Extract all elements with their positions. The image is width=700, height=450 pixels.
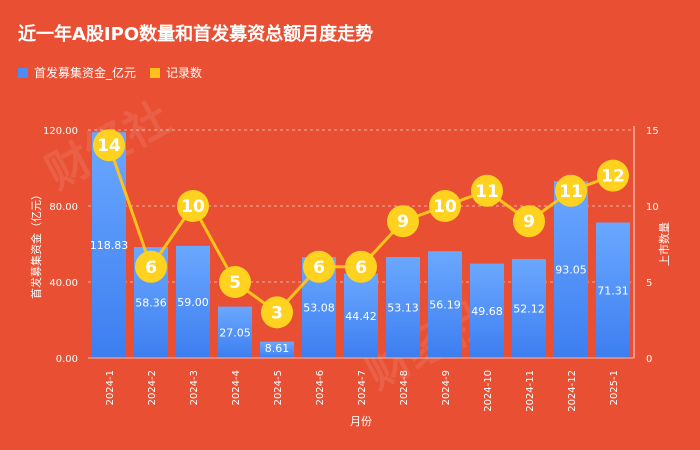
bar-value-label: 118.83: [90, 239, 129, 252]
x-tick-label: 2024-7: [357, 370, 368, 405]
x-tick-label: 2024-12: [567, 370, 578, 412]
y-tick-label: 0.00: [56, 354, 78, 365]
x-tick-label: 2024-9: [441, 370, 452, 405]
count-point-label: 9: [397, 212, 409, 232]
count-point-label: 5: [229, 273, 241, 293]
count-point-label: 6: [313, 258, 325, 278]
x-tick-label: 2024-3: [189, 370, 200, 405]
x-tick-label: 2024-2: [147, 370, 158, 405]
bar-value-label: 52.12: [513, 302, 545, 315]
bar-value-label: 53.13: [387, 302, 419, 315]
y2-tick-label: 5: [646, 278, 652, 289]
y-tick-label: 40.00: [49, 278, 78, 289]
x-tick-label: 2024-6: [315, 370, 326, 405]
bar-value-label: 58.36: [135, 297, 167, 310]
count-point-label: 9: [523, 212, 535, 232]
x-tick-label: 2025-1: [609, 370, 620, 405]
y-tick-label: 80.00: [49, 202, 78, 213]
bar-value-label: 27.05: [219, 326, 251, 339]
x-axis-title: 月份: [350, 415, 372, 428]
x-tick-label: 2024-1: [105, 370, 116, 405]
count-point-label: 11: [559, 182, 583, 202]
x-tick-label: 2024-4: [231, 370, 242, 405]
y2-tick-label: 10: [646, 202, 659, 213]
y-tick-label: 120.00: [43, 126, 78, 137]
bar-value-label: 59.00: [177, 296, 209, 309]
count-point-label: 10: [433, 197, 457, 217]
y2-tick-label: 0: [646, 354, 652, 365]
bar-value-label: 93.05: [555, 264, 587, 277]
y-axis-title: 首发募集资金（亿元）: [29, 189, 43, 299]
x-tick-label: 2024-10: [483, 370, 494, 412]
bar-value-label: 53.08: [303, 302, 335, 315]
count-point-label: 11: [475, 182, 499, 202]
count-point-label: 10: [181, 197, 205, 217]
bar-value-label: 71.31: [597, 284, 629, 297]
x-tick-label: 2024-11: [525, 370, 536, 412]
y2-tick-label: 15: [646, 126, 659, 137]
x-tick-label: 2024-5: [273, 370, 284, 405]
y2-axis-title: 上市数量: [657, 222, 671, 266]
bar-value-label: 8.61: [265, 342, 290, 355]
count-point-label: 6: [145, 258, 157, 278]
count-point-label: 12: [601, 167, 625, 187]
bar-value-label: 44.42: [345, 310, 377, 323]
x-tick-label: 2024-8: [399, 370, 410, 405]
bar-value-label: 49.68: [471, 305, 503, 318]
count-point-label: 6: [355, 258, 367, 278]
bar-value-label: 56.19: [429, 299, 461, 312]
count-point-label: 14: [97, 136, 121, 156]
count-point-label: 3: [271, 303, 283, 323]
